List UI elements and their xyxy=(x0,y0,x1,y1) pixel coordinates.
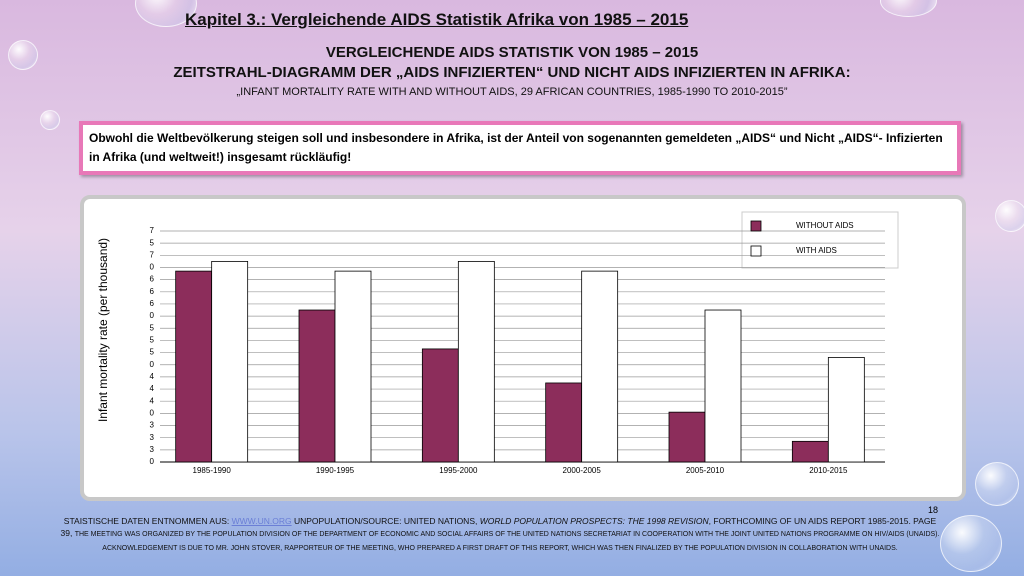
bar xyxy=(211,260,249,463)
footer-text: THE MEETING WAS ORGANIZED BY THE POPULAT… xyxy=(74,531,940,552)
legend-swatch xyxy=(750,245,762,257)
title: Kapitel 3.: Vergleichende AIDS Statistik… xyxy=(185,10,689,29)
footer: STAISTISCHE DATEN ENTNOMMEN AUS: WWW.UN.… xyxy=(60,515,940,555)
y-tick-label: 4 xyxy=(150,372,155,381)
subheading: ZEITSTRAHL-DIAGRAMM DER „AIDS INFIZIERTE… xyxy=(173,64,851,81)
heading: VERGLEICHENDE AIDS STATISTIK VON 1985 – … xyxy=(325,44,699,61)
y-tick-label: 0 xyxy=(150,263,155,272)
legend-swatch xyxy=(750,220,762,232)
y-tick-label: 5 xyxy=(150,238,155,247)
bar xyxy=(298,309,336,463)
bar xyxy=(334,270,372,463)
bar xyxy=(704,309,742,463)
bar xyxy=(791,440,829,463)
bar xyxy=(581,270,619,463)
legend-label: WITHOUT AIDS xyxy=(796,221,854,230)
y-tick-label: 7 xyxy=(150,250,155,259)
legend-box xyxy=(741,211,899,269)
x-tick-label: 2010-2015 xyxy=(809,466,848,475)
bar xyxy=(421,348,459,463)
bar xyxy=(175,270,213,463)
x-tick-label: 1990-1995 xyxy=(316,466,355,475)
y-tick-label: 6 xyxy=(150,299,155,308)
y-tick-label: 6 xyxy=(150,287,155,296)
y-tick-label: 0 xyxy=(150,457,155,466)
y-tick-label: 5 xyxy=(150,323,155,332)
bubble xyxy=(940,515,1002,572)
footer-text: UNPOPULATION/SOURCE: UNITED NATIONS, xyxy=(291,516,480,526)
bar xyxy=(827,357,865,463)
subtitle: „INFANT MORTALITY RATE WITH AND WITHOUT … xyxy=(236,86,788,98)
y-tick-label: 0 xyxy=(150,311,155,320)
bar xyxy=(545,382,583,463)
y-tick-label: 5 xyxy=(150,348,155,357)
x-tick-label: 1995-2000 xyxy=(439,466,478,475)
bar xyxy=(668,411,706,463)
x-tick-label: 1985-1990 xyxy=(193,466,232,475)
footer-text: STAISTISCHE DATEN ENTNOMMEN AUS: xyxy=(63,516,232,526)
link[interactable]: WWW.UN.ORG xyxy=(231,516,292,526)
bubble xyxy=(40,110,60,130)
x-tick-label: 2000-2005 xyxy=(563,466,602,475)
note: Obwohl die Weltbevölkerung steigen soll … xyxy=(79,121,961,175)
bar xyxy=(457,260,495,463)
y-tick-label: 3 xyxy=(150,433,155,442)
y-tick-label: 7 xyxy=(150,226,155,235)
bubble xyxy=(8,40,38,70)
y-tick-label: 4 xyxy=(150,396,155,405)
y-tick-label: 5 xyxy=(150,336,155,345)
y-tick-label: 3 xyxy=(150,445,155,454)
y-tick-label: 4 xyxy=(150,384,155,393)
footer-text: , FORTHCOMING OF UN AIDS REPORT 1985-201… xyxy=(60,516,937,538)
bubble xyxy=(975,462,1019,506)
footer-text: WORLD POPULATION PROSPECTS: THE 1998 REV… xyxy=(479,516,709,526)
x-tick-label: 2005-2010 xyxy=(686,466,725,475)
y-axis-label: Infant mortality rate (per thousand) xyxy=(96,238,110,422)
y-tick-label: 0 xyxy=(150,360,155,369)
y-tick-label: 0 xyxy=(150,408,155,417)
legend-label: WITH AIDS xyxy=(796,246,837,255)
page-number: 18 xyxy=(928,505,939,515)
y-tick-label: 3 xyxy=(150,421,155,430)
bubble xyxy=(995,200,1024,232)
y-tick-label: 6 xyxy=(150,275,155,284)
